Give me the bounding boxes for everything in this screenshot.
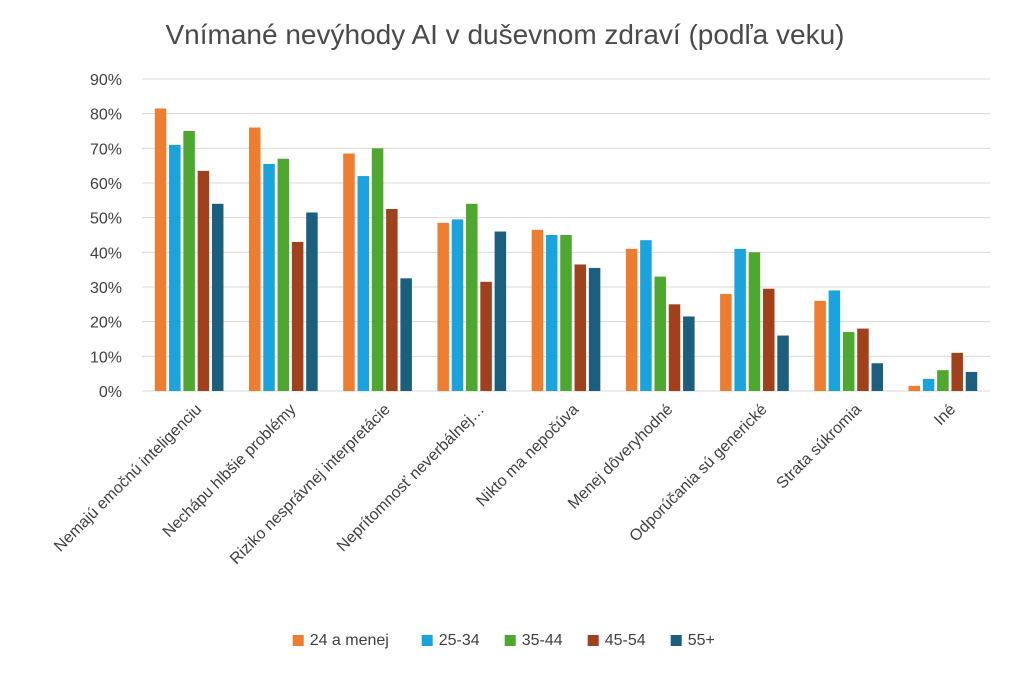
x-tick-label: Strata súkromia: [774, 401, 865, 492]
bar: [668, 304, 681, 391]
bar: [343, 153, 355, 391]
bar: [560, 235, 572, 391]
bar: [169, 144, 181, 391]
y-tick-label: 50%: [90, 211, 122, 228]
bar: [466, 203, 478, 391]
bar: [574, 264, 587, 391]
bar: [937, 370, 949, 391]
bar: [734, 248, 746, 391]
x-tick-label: Nikto ma nepočúva: [473, 401, 582, 510]
bar: [371, 148, 384, 391]
bar: [277, 158, 290, 391]
bar: [828, 290, 841, 391]
legend-label: 24 a menej: [310, 632, 389, 649]
legend-swatch: [292, 635, 304, 646]
bar: [306, 212, 318, 391]
bar: [683, 316, 695, 391]
bar: [494, 231, 507, 391]
bar: [951, 352, 963, 391]
bar: [386, 209, 398, 391]
bar: [154, 108, 167, 391]
bars: [154, 108, 978, 392]
chart-title: Vnímané nevýhody AI v duševnom zdraví (p…: [166, 19, 845, 50]
bar: [400, 278, 412, 391]
bar: [965, 371, 978, 391]
y-tick-label: 60%: [90, 176, 122, 193]
bar: [357, 176, 370, 391]
bar: [480, 281, 492, 391]
x-tick-label: Nemajú emočnú inteligenciu: [51, 401, 205, 555]
y-tick-label: 40%: [90, 245, 122, 262]
legend-label: 25-34: [439, 632, 480, 649]
y-tick-label: 20%: [90, 315, 122, 332]
bar: [777, 335, 789, 391]
y-tick-label: 30%: [90, 280, 122, 297]
bar: [197, 170, 210, 391]
y-tick-label: 10%: [90, 349, 122, 366]
legend-swatch: [587, 635, 599, 646]
y-tick-label: 90%: [90, 72, 122, 89]
y-tick-label: 0%: [99, 384, 122, 401]
bar: [291, 241, 304, 391]
bar: [654, 276, 666, 391]
bar: [857, 328, 869, 391]
bar: [922, 378, 935, 391]
bar: [640, 240, 652, 391]
x-tick-label: Riziko nesprávnej interpretácie: [227, 401, 394, 568]
bar: [183, 131, 195, 391]
bar: [263, 163, 275, 391]
bar: [908, 385, 921, 391]
bar: [625, 248, 638, 391]
bar: [814, 300, 826, 391]
legend-label: 35-44: [522, 632, 563, 649]
legend-label: 45-54: [605, 632, 646, 649]
bar: [748, 252, 761, 391]
x-tick-label: Neprítomnosť neverbálnej…: [334, 401, 488, 555]
bar: [451, 219, 464, 391]
bar: [842, 332, 855, 391]
y-tick-label: 80%: [90, 107, 122, 124]
legend-swatch: [421, 635, 433, 646]
bar: [588, 267, 601, 391]
bar: [871, 363, 884, 391]
legend-swatch: [504, 635, 516, 646]
bar: [531, 229, 544, 391]
bar: [437, 222, 449, 391]
legend-label: 55+: [688, 632, 715, 649]
bar: [545, 235, 558, 391]
legend: 24 a menej 25-34 35-44 45-54 55+: [292, 632, 715, 649]
y-axis-ticks: 0% 10% 20% 30% 40% 50% 60% 70% 80% 90%: [90, 72, 122, 401]
y-tick-label: 70%: [90, 141, 122, 158]
x-tick-label: Menej dôveryhodné: [565, 401, 676, 512]
legend-swatch: [670, 635, 682, 646]
bar: [762, 288, 775, 391]
bar: [720, 293, 732, 391]
bar: [248, 127, 261, 392]
x-tick-label: Iné: [931, 401, 959, 429]
bar: [211, 203, 224, 391]
